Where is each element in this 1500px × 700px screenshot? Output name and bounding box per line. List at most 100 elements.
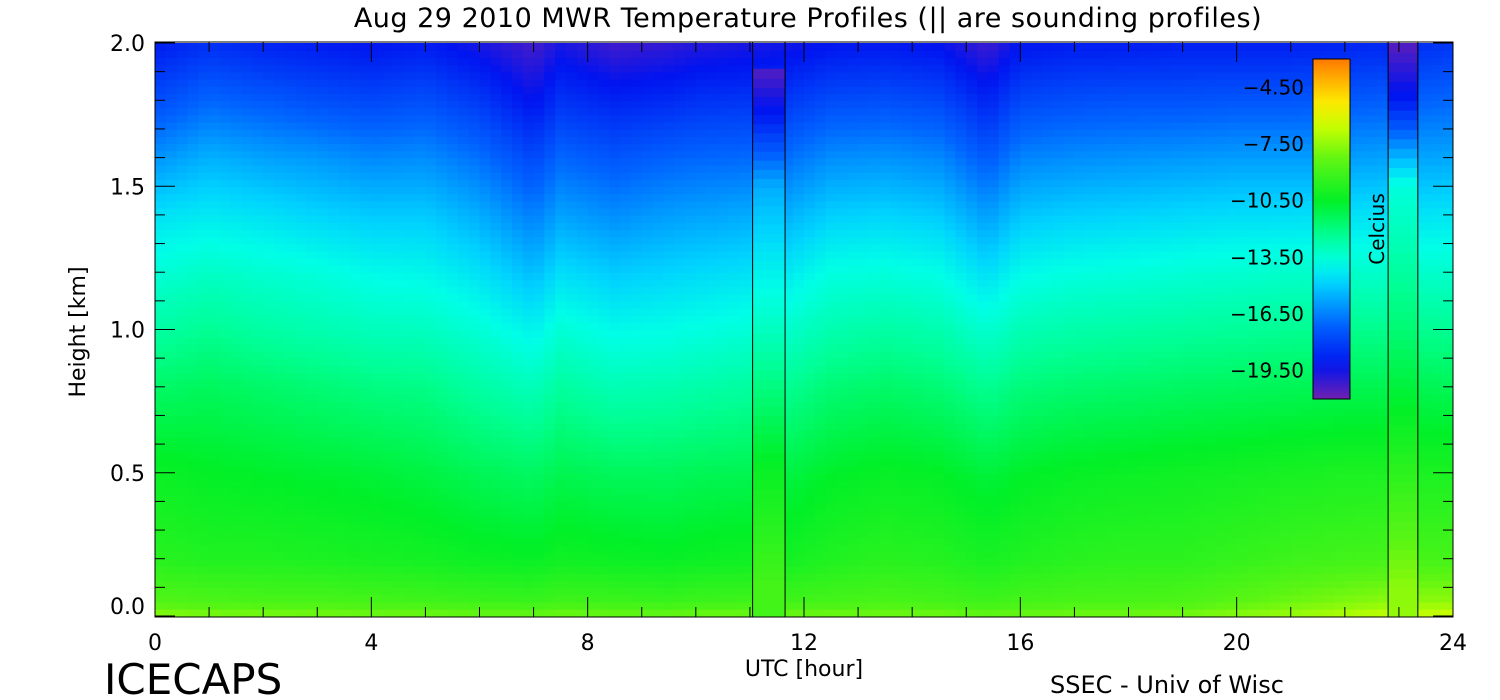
heatmap-cell (674, 265, 686, 273)
heatmap-cell (306, 429, 319, 438)
heatmap-cell (587, 107, 600, 116)
heatmap-cell (219, 587, 232, 596)
heatmap-cell (273, 250, 286, 259)
heatmap-cell (598, 293, 611, 302)
heatmap-cell (652, 343, 665, 352)
heatmap-cell (598, 286, 611, 295)
heatmap-cell (739, 386, 751, 395)
heatmap-cell (403, 580, 416, 589)
heatmap-cell (457, 186, 470, 195)
heatmap-cell (447, 372, 459, 381)
heatmap-cell (360, 150, 373, 159)
heatmap-cell (598, 114, 611, 123)
heatmap-cell (457, 171, 470, 180)
heatmap-cell (501, 558, 513, 567)
heatmap-cell (176, 594, 189, 603)
heatmap-cell (479, 401, 492, 410)
heatmap-cell (155, 350, 167, 359)
heatmap-cell (490, 279, 502, 288)
heatmap-cell (663, 494, 675, 503)
heatmap-cell (425, 508, 438, 517)
heatmap-cell (349, 222, 362, 231)
heatmap-cell (728, 422, 740, 431)
heatmap-cell (382, 372, 394, 381)
heatmap-cell (263, 179, 275, 188)
heatmap-cell (522, 501, 535, 510)
heatmap-cell (804, 479, 816, 488)
heatmap-cell (522, 608, 535, 617)
heatmap-cell (209, 408, 221, 417)
heatmap-cell (739, 222, 751, 231)
heatmap-cell (295, 64, 308, 73)
heatmap-cell (641, 444, 654, 453)
heatmap-cell (479, 222, 492, 231)
heatmap-cell (230, 114, 243, 123)
heatmap-cell (522, 100, 535, 109)
heatmap-cell (782, 329, 794, 338)
heatmap-cell (782, 601, 794, 610)
heatmap-cell (717, 143, 730, 152)
heatmap-cell (306, 78, 319, 87)
heatmap-cell (609, 587, 621, 596)
heatmap-cell (468, 50, 481, 59)
heatmap-cell (414, 229, 427, 238)
heatmap-cell (587, 85, 600, 94)
heatmap-cell (555, 522, 567, 531)
heatmap-cell (728, 257, 740, 266)
heatmap-cell (155, 286, 167, 295)
heatmap-cell (782, 164, 794, 173)
heatmap-cell (544, 150, 557, 159)
heatmap-cell (566, 436, 578, 445)
heatmap-cell (652, 286, 665, 295)
heatmap-cell (198, 436, 210, 445)
heatmap-cell (403, 279, 416, 288)
heatmap-cell (706, 128, 719, 137)
heatmap-cell (392, 308, 405, 316)
heatmap-cell (306, 329, 319, 338)
heatmap-cell (479, 436, 492, 445)
heatmap-cell (522, 308, 535, 316)
heatmap-cell (241, 293, 254, 302)
heatmap-cell (230, 573, 243, 581)
heatmap-cell (793, 494, 805, 503)
heatmap-cell (587, 573, 600, 581)
heatmap-cell (793, 236, 805, 245)
heatmap-cell (695, 372, 708, 381)
heatmap-cell (252, 444, 264, 453)
heatmap-cell (598, 580, 611, 589)
heatmap-cell (566, 265, 578, 273)
heatmap-cell (447, 343, 459, 352)
heatmap-cell (273, 479, 286, 488)
heatmap-cell (576, 429, 589, 438)
heatmap-cell (241, 286, 254, 295)
heatmap-cell (501, 286, 513, 295)
heatmap-cell (219, 336, 232, 345)
heatmap-cell (317, 358, 329, 367)
heatmap-cell (447, 200, 459, 209)
heatmap-cell (338, 465, 351, 474)
heatmap-cell (317, 315, 329, 324)
heatmap-cell (284, 379, 297, 388)
heatmap-cell (468, 608, 481, 617)
heatmap-cell (522, 179, 535, 188)
heatmap-cell (230, 243, 243, 252)
heatmap-cell (284, 229, 297, 238)
heatmap-cell (338, 401, 351, 410)
heatmap-cell (468, 265, 481, 273)
heatmap-cell (652, 193, 665, 202)
heatmap-cell (360, 50, 373, 59)
heatmap-cell (306, 229, 319, 238)
heatmap-cell (155, 150, 167, 159)
heatmap-cell (230, 143, 243, 152)
heatmap-cell (414, 537, 427, 546)
heatmap-cell (425, 57, 438, 66)
heatmap-cell (317, 193, 329, 202)
heatmap-cell (814, 78, 827, 87)
heatmap-cell (652, 272, 665, 281)
heatmap-cell (295, 501, 308, 510)
heatmap-cell (360, 143, 373, 152)
heatmap-cell (501, 422, 513, 431)
heatmap-cell (187, 171, 200, 180)
heatmap-cell (165, 214, 178, 223)
heatmap-cell (641, 465, 654, 474)
